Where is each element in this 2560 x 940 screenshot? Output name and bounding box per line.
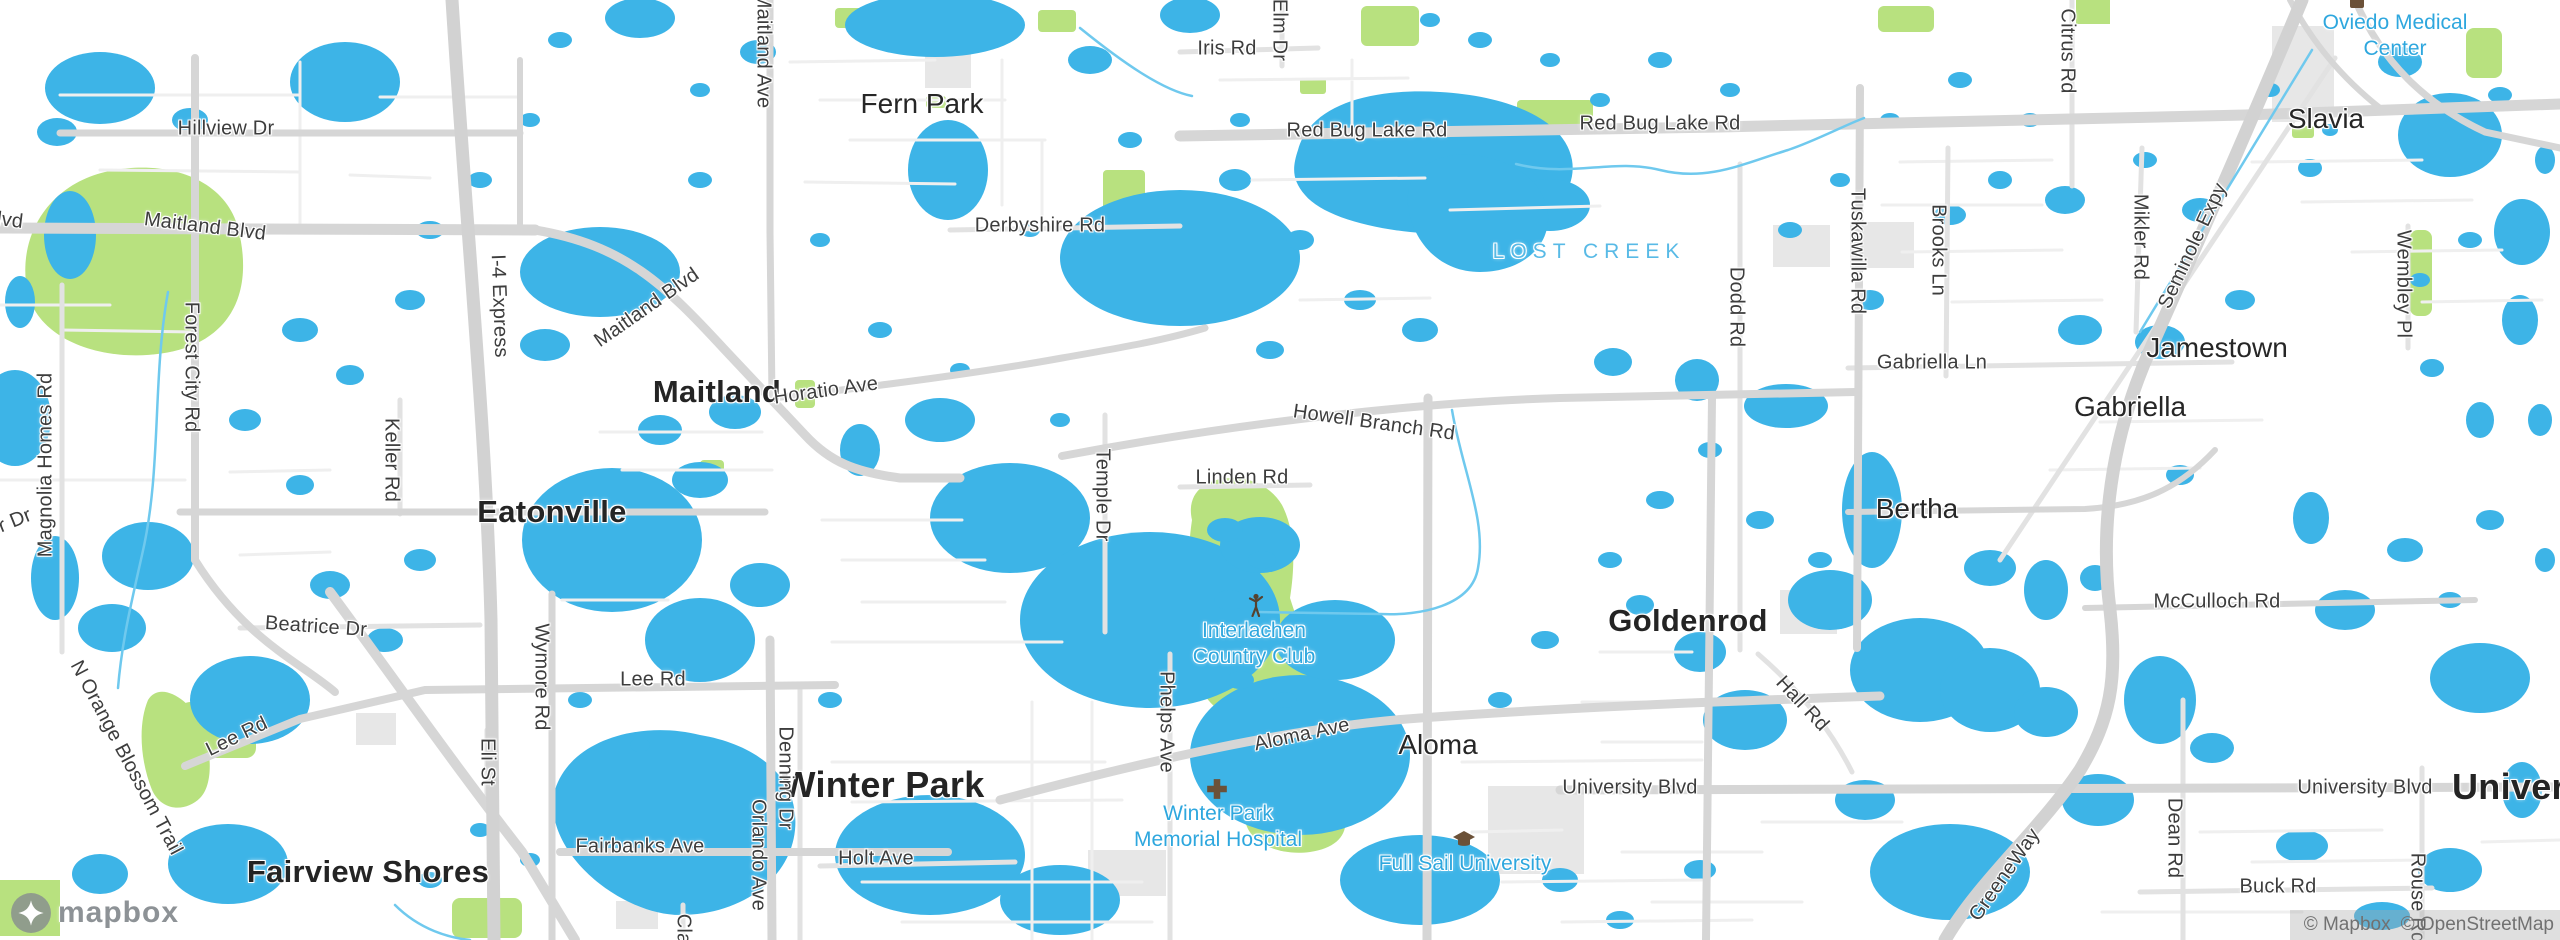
road-label-fairbanks-ave: Fairbanks Ave [575, 835, 705, 858]
mapbox-logo[interactable]: mapbox [10, 892, 179, 934]
road-label-denning-dr: Denning Dr [774, 726, 797, 830]
road-label-orlando-ave: Orlando Ave [747, 799, 770, 911]
road-label-forest-city-rd: Forest City Rd [180, 301, 203, 433]
road-label-cla-fragment: Cla [672, 913, 695, 940]
road-label-mcculloch-rd: McCulloch Rd [2153, 590, 2281, 613]
road-label-citrus-rd: Citrus Rd [2056, 8, 2079, 94]
city-label-goldenrod: Goldenrod [1608, 603, 1768, 638]
minor-road-layer [0, 58, 2560, 940]
road-label-lee-rd-east: Lee Rd [620, 668, 686, 691]
road-label-temple-dr: Temple Dr [1091, 448, 1114, 542]
road-label-maitland-ave: Maitland Ave [752, 0, 775, 109]
hospital-cross-icon [1205, 777, 1229, 801]
road-label-hillview-dr: Hillview Dr [177, 117, 275, 140]
road-label-gabriella-ln: Gabriella Ln [1876, 351, 1988, 374]
road-label-tuskawilla-rd: Tuskawilla Rd [1846, 187, 1869, 315]
road-label-red-bug-lake-rd-west: Red Bug Lake Rd [1286, 119, 1448, 142]
city-label-winter-park: Winter Park [781, 764, 985, 805]
town-label-gabriella: Gabriella [2073, 391, 2187, 422]
attribution-bar: © Mapbox © OpenStreetMap [2289, 910, 2560, 940]
road-label-phelps-ave: Phelps Ave [1155, 671, 1178, 773]
town-label-fern-park: Fern Park [860, 88, 984, 119]
road-label-elm-dr: Elm Dr [1268, 0, 1291, 62]
poi-label-winter-park-memorial-hospital: Winter Park Memorial Hospital [1133, 801, 1303, 851]
mid-road-layer [59, 0, 2435, 940]
road-label-mikler-rd: Mikler Rd [2129, 193, 2152, 281]
road-label-iris-rd: Iris Rd [1197, 37, 1257, 60]
road-label-buck-rd: Buck Rd [2239, 875, 2317, 898]
city-label-university: University [2452, 766, 2560, 807]
golfer-icon [1246, 593, 1264, 618]
highway-layer [445, 0, 2309, 940]
road-label-university-blvd-east: University Blvd [2297, 776, 2433, 799]
city-label-maitland: Maitland [652, 374, 782, 409]
town-label-bertha: Bertha [1875, 493, 1959, 524]
road-label-eli-st: Eli St [476, 738, 499, 786]
attribution-mapbox-link[interactable]: © Mapbox [2303, 914, 2391, 935]
creek-layer [116, 26, 2314, 940]
poi-label-oviedo-medical-center: Oviedo Medical Center [2322, 10, 2468, 60]
road-label-holt-ave: Holt Ave [838, 847, 914, 870]
mapbox-pin-icon [10, 892, 52, 934]
poi-label-interlachen-country-club: Interlachen Country Club [1192, 618, 1316, 668]
poi-label-full-sail-university: Full Sail University [1378, 851, 1552, 875]
road-label-linden-rd: Linden Rd [1195, 466, 1289, 489]
road-label-blvd-fragment: lvd [0, 207, 25, 234]
road-label-keller-rd: Keller Rd [380, 417, 403, 503]
graduation-cap-icon [1452, 830, 1476, 848]
road-label-derbyshire-rd: Derbyshire Rd [974, 214, 1106, 237]
mapbox-logo-wordmark: mapbox [58, 896, 180, 929]
medical-building-icon [2350, 0, 2364, 8]
road-label-dean-rd: Dean Rd [2163, 797, 2186, 879]
road-label-brooks-ln: Brooks Ln [1927, 204, 1950, 296]
city-label-fairview-shores: Fairview Shores [246, 854, 490, 889]
road-label-red-bug-lake-rd-east: Red Bug Lake Rd [1579, 112, 1741, 135]
road-label-wembley-pl: Wembley Pl [2392, 229, 2415, 339]
town-label-slavia: Slavia [2287, 103, 2365, 134]
town-label-aloma: Aloma [1398, 729, 1478, 760]
road-label-university-blvd-west: University Blvd [1562, 776, 1698, 799]
town-label-jamestown: Jamestown [2146, 332, 2288, 363]
road-label-i4-express: I-4 Express [486, 253, 513, 359]
road-label-dodd-rd: Dodd Rd [1725, 266, 1748, 348]
city-label-eatonville: Eatonville [477, 494, 627, 529]
water-label-lost-creek: LOST CREEK [1492, 240, 1686, 263]
road-label-wymore-rd: Wymore Rd [530, 623, 553, 731]
attribution-osm-link[interactable]: © OpenStreetMap [2400, 914, 2554, 935]
road-label-magnolia-homes-rd: Magnolia Homes Rd [34, 372, 57, 558]
